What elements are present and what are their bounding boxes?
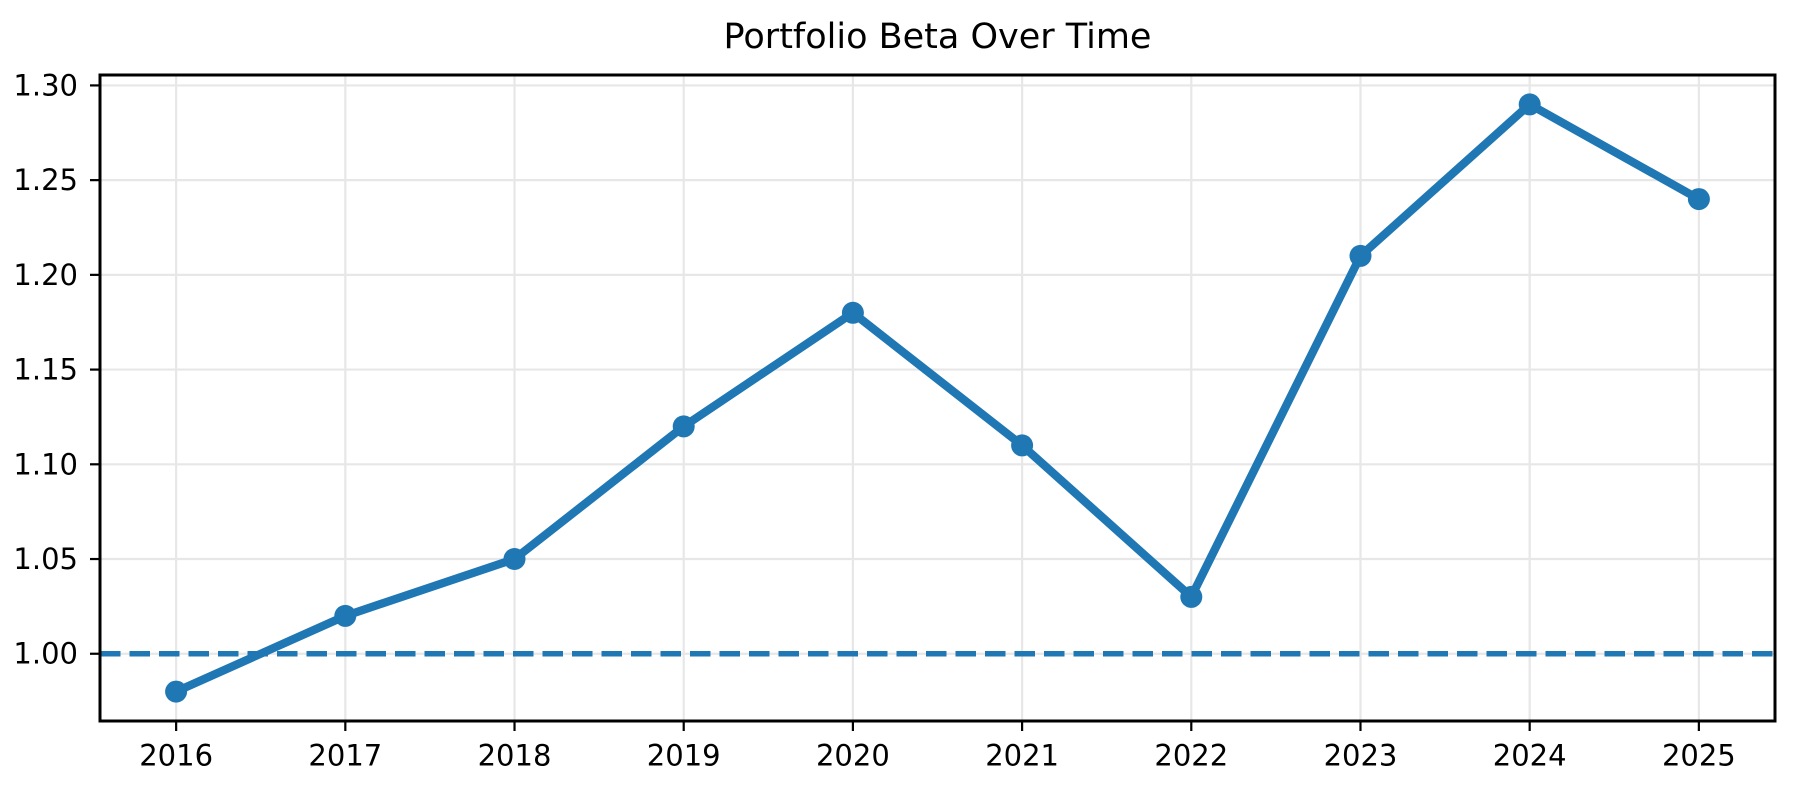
x-tick-label-2021: 2021 [985,739,1059,773]
axis-ticks-and-labels: 2016 2017 2018 2019 2020 2021 2022 2023 2024 2025… [13,68,1735,772]
y-tick-label-1.05: 1.05 [13,542,78,576]
portfolio-beta-marker-2022 [1180,585,1203,608]
x-tick-label-2025: 2025 [1662,739,1736,773]
portfolio-beta-path [171,100,1704,696]
portfolio-beta-marker-2019 [672,415,695,438]
chart-title: Portfolio Beta Over Time [724,17,1152,57]
portfolio-beta-marker-2016 [165,680,188,703]
x-tick-label-2022: 2022 [1154,739,1228,773]
beta-series-line [165,93,1710,703]
portfolio-beta-marker-2025 [1687,188,1710,211]
portfolio-beta-marker-2023 [1349,244,1372,267]
plot-border [98,73,1777,723]
x-tick-label-2023: 2023 [1324,739,1398,773]
y-tick-label-1.20: 1.20 [13,258,78,292]
y-tick-label-1.25: 1.25 [13,163,78,197]
y-tick-label-1.30: 1.30 [13,68,78,102]
x-tick-label-2018: 2018 [478,739,552,773]
portfolio-beta-marker-2020 [841,301,864,324]
x-tick-label-2024: 2024 [1493,739,1567,773]
x-tick-label-2020: 2020 [816,739,890,773]
portfolio-beta-marker-2024 [1518,93,1541,116]
y-tick-label-1.00: 1.00 [13,637,78,671]
x-tick-label-2019: 2019 [647,739,721,773]
y-tick-label-1.15: 1.15 [13,353,78,387]
x-tick-label-2017: 2017 [308,739,382,773]
portfolio-beta-marker-2018 [503,548,526,570]
x-tick-label-2016: 2016 [139,739,213,773]
portfolio-beta-marker-2021 [1011,434,1034,457]
y-tick-label-1.10: 1.10 [13,447,78,481]
portfolio-beta-marker-2017 [334,604,357,627]
